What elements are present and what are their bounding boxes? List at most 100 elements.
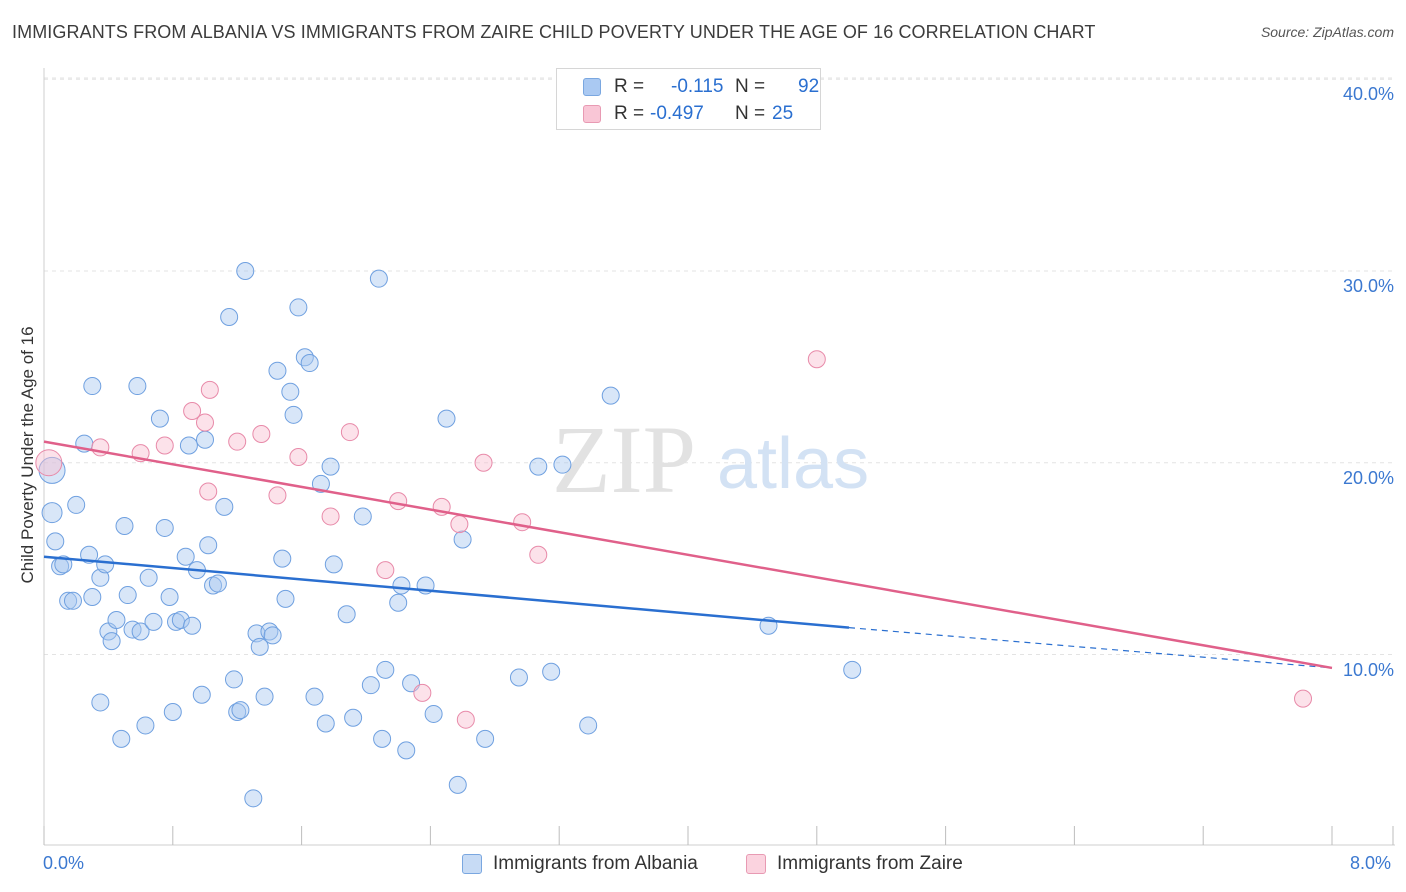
albania-point	[324, 555, 343, 574]
albania-point	[102, 632, 121, 651]
r-value: -0.497	[650, 103, 704, 124]
albania-point	[107, 610, 126, 629]
zaire-point	[513, 513, 532, 532]
r-label: R =	[614, 103, 645, 124]
albania-point	[220, 308, 239, 327]
zaire-point	[413, 683, 432, 702]
albania-point	[136, 716, 155, 735]
albania-point	[601, 386, 620, 405]
albania-point	[46, 532, 65, 551]
albania-point	[424, 704, 443, 723]
r-label: R =	[614, 76, 645, 97]
albania-point	[295, 348, 314, 367]
albania-point	[263, 626, 282, 645]
data-points	[35, 262, 1313, 808]
zaire-point	[199, 482, 218, 501]
y-tick-label: 30.0%	[1342, 276, 1394, 296]
zaire-point	[529, 545, 548, 564]
albania-point	[176, 547, 195, 566]
zaire-point	[268, 486, 287, 505]
legend-swatch-albania	[583, 78, 601, 96]
albania-point	[112, 729, 131, 748]
albania-point	[208, 574, 227, 593]
albania-point	[361, 676, 380, 695]
albania-point	[38, 456, 66, 484]
albania-point	[163, 703, 182, 722]
albania-point	[231, 701, 250, 720]
chart-source: Source: ZipAtlas.com	[1260, 24, 1394, 40]
zaire-point	[35, 449, 63, 477]
watermark-zip: ZIP	[552, 406, 696, 513]
albania-point	[196, 430, 214, 449]
albania-point	[255, 687, 274, 706]
zaire-point	[376, 561, 395, 580]
n-label: N =	[735, 76, 766, 97]
zaire-point	[321, 507, 340, 526]
albania-point	[300, 354, 319, 373]
y-axis-label: Child Poverty Under the Age of 16	[18, 326, 37, 584]
albania-point	[199, 536, 218, 555]
legend-swatch-zaire	[746, 854, 766, 874]
albania-point	[144, 612, 163, 631]
albania-trend-extension	[848, 627, 1333, 669]
zaire-point	[196, 413, 214, 432]
legend-swatch-zaire	[583, 105, 601, 123]
zaire-point	[807, 350, 826, 369]
albania-point	[183, 616, 202, 635]
albania-point	[321, 457, 340, 476]
albania-point	[284, 405, 303, 424]
albania-point	[305, 687, 324, 706]
albania-point	[236, 262, 255, 280]
albania-point	[476, 729, 495, 748]
chart-title: IMMIGRANTS FROM ALBANIA VS IMMIGRANTS FR…	[12, 22, 1096, 42]
x-tick-label-min: 0.0%	[43, 853, 85, 873]
r-value: -0.115	[671, 76, 724, 97]
albania-point	[273, 549, 292, 568]
albania-point	[268, 361, 287, 380]
albania-point	[139, 568, 158, 587]
albania-point	[344, 708, 363, 727]
albania-point	[316, 714, 335, 733]
axes	[43, 68, 1395, 846]
trend-lines	[43, 440, 1333, 670]
albania-point	[281, 382, 300, 401]
gridlines	[44, 77, 1395, 655]
albania-point	[553, 455, 572, 474]
albania-point	[542, 662, 561, 681]
albania-point	[192, 685, 211, 704]
albania-point	[171, 610, 190, 629]
albania-point	[91, 568, 110, 587]
watermark: ZIP atlas	[552, 406, 869, 513]
albania-point	[376, 660, 395, 679]
zaire-point	[474, 453, 493, 472]
zaire-point	[1294, 689, 1313, 708]
albania-point	[311, 474, 330, 493]
albania-point	[91, 693, 110, 712]
n-value: 92	[798, 76, 820, 97]
albania-trend-line	[43, 555, 850, 629]
zaire-point	[252, 424, 271, 443]
zaire-point	[389, 492, 408, 511]
albania-point	[131, 622, 150, 641]
albania-point	[80, 545, 99, 564]
albania-point	[128, 377, 147, 396]
x-tick-label-max: 8.0%	[1350, 853, 1392, 873]
albania-point	[509, 668, 528, 687]
zaire-point	[450, 515, 469, 534]
albania-point	[843, 660, 862, 679]
albania-point	[397, 741, 416, 760]
albania-point	[59, 591, 78, 610]
albania-point	[179, 436, 198, 455]
albania-point	[250, 637, 269, 656]
y-tick-label: 20.0%	[1342, 467, 1394, 488]
zaire-point	[289, 447, 308, 466]
albania-point	[579, 716, 598, 735]
albania-point	[215, 497, 234, 516]
zaire-trend-line	[43, 440, 1333, 670]
legend-label-zaire: Immigrants from Zaire	[777, 853, 963, 874]
albania-point	[392, 576, 411, 595]
albania-point	[353, 507, 372, 526]
albania-point	[83, 587, 102, 606]
albania-point	[244, 789, 263, 808]
legend-swatch-albania	[462, 854, 482, 874]
